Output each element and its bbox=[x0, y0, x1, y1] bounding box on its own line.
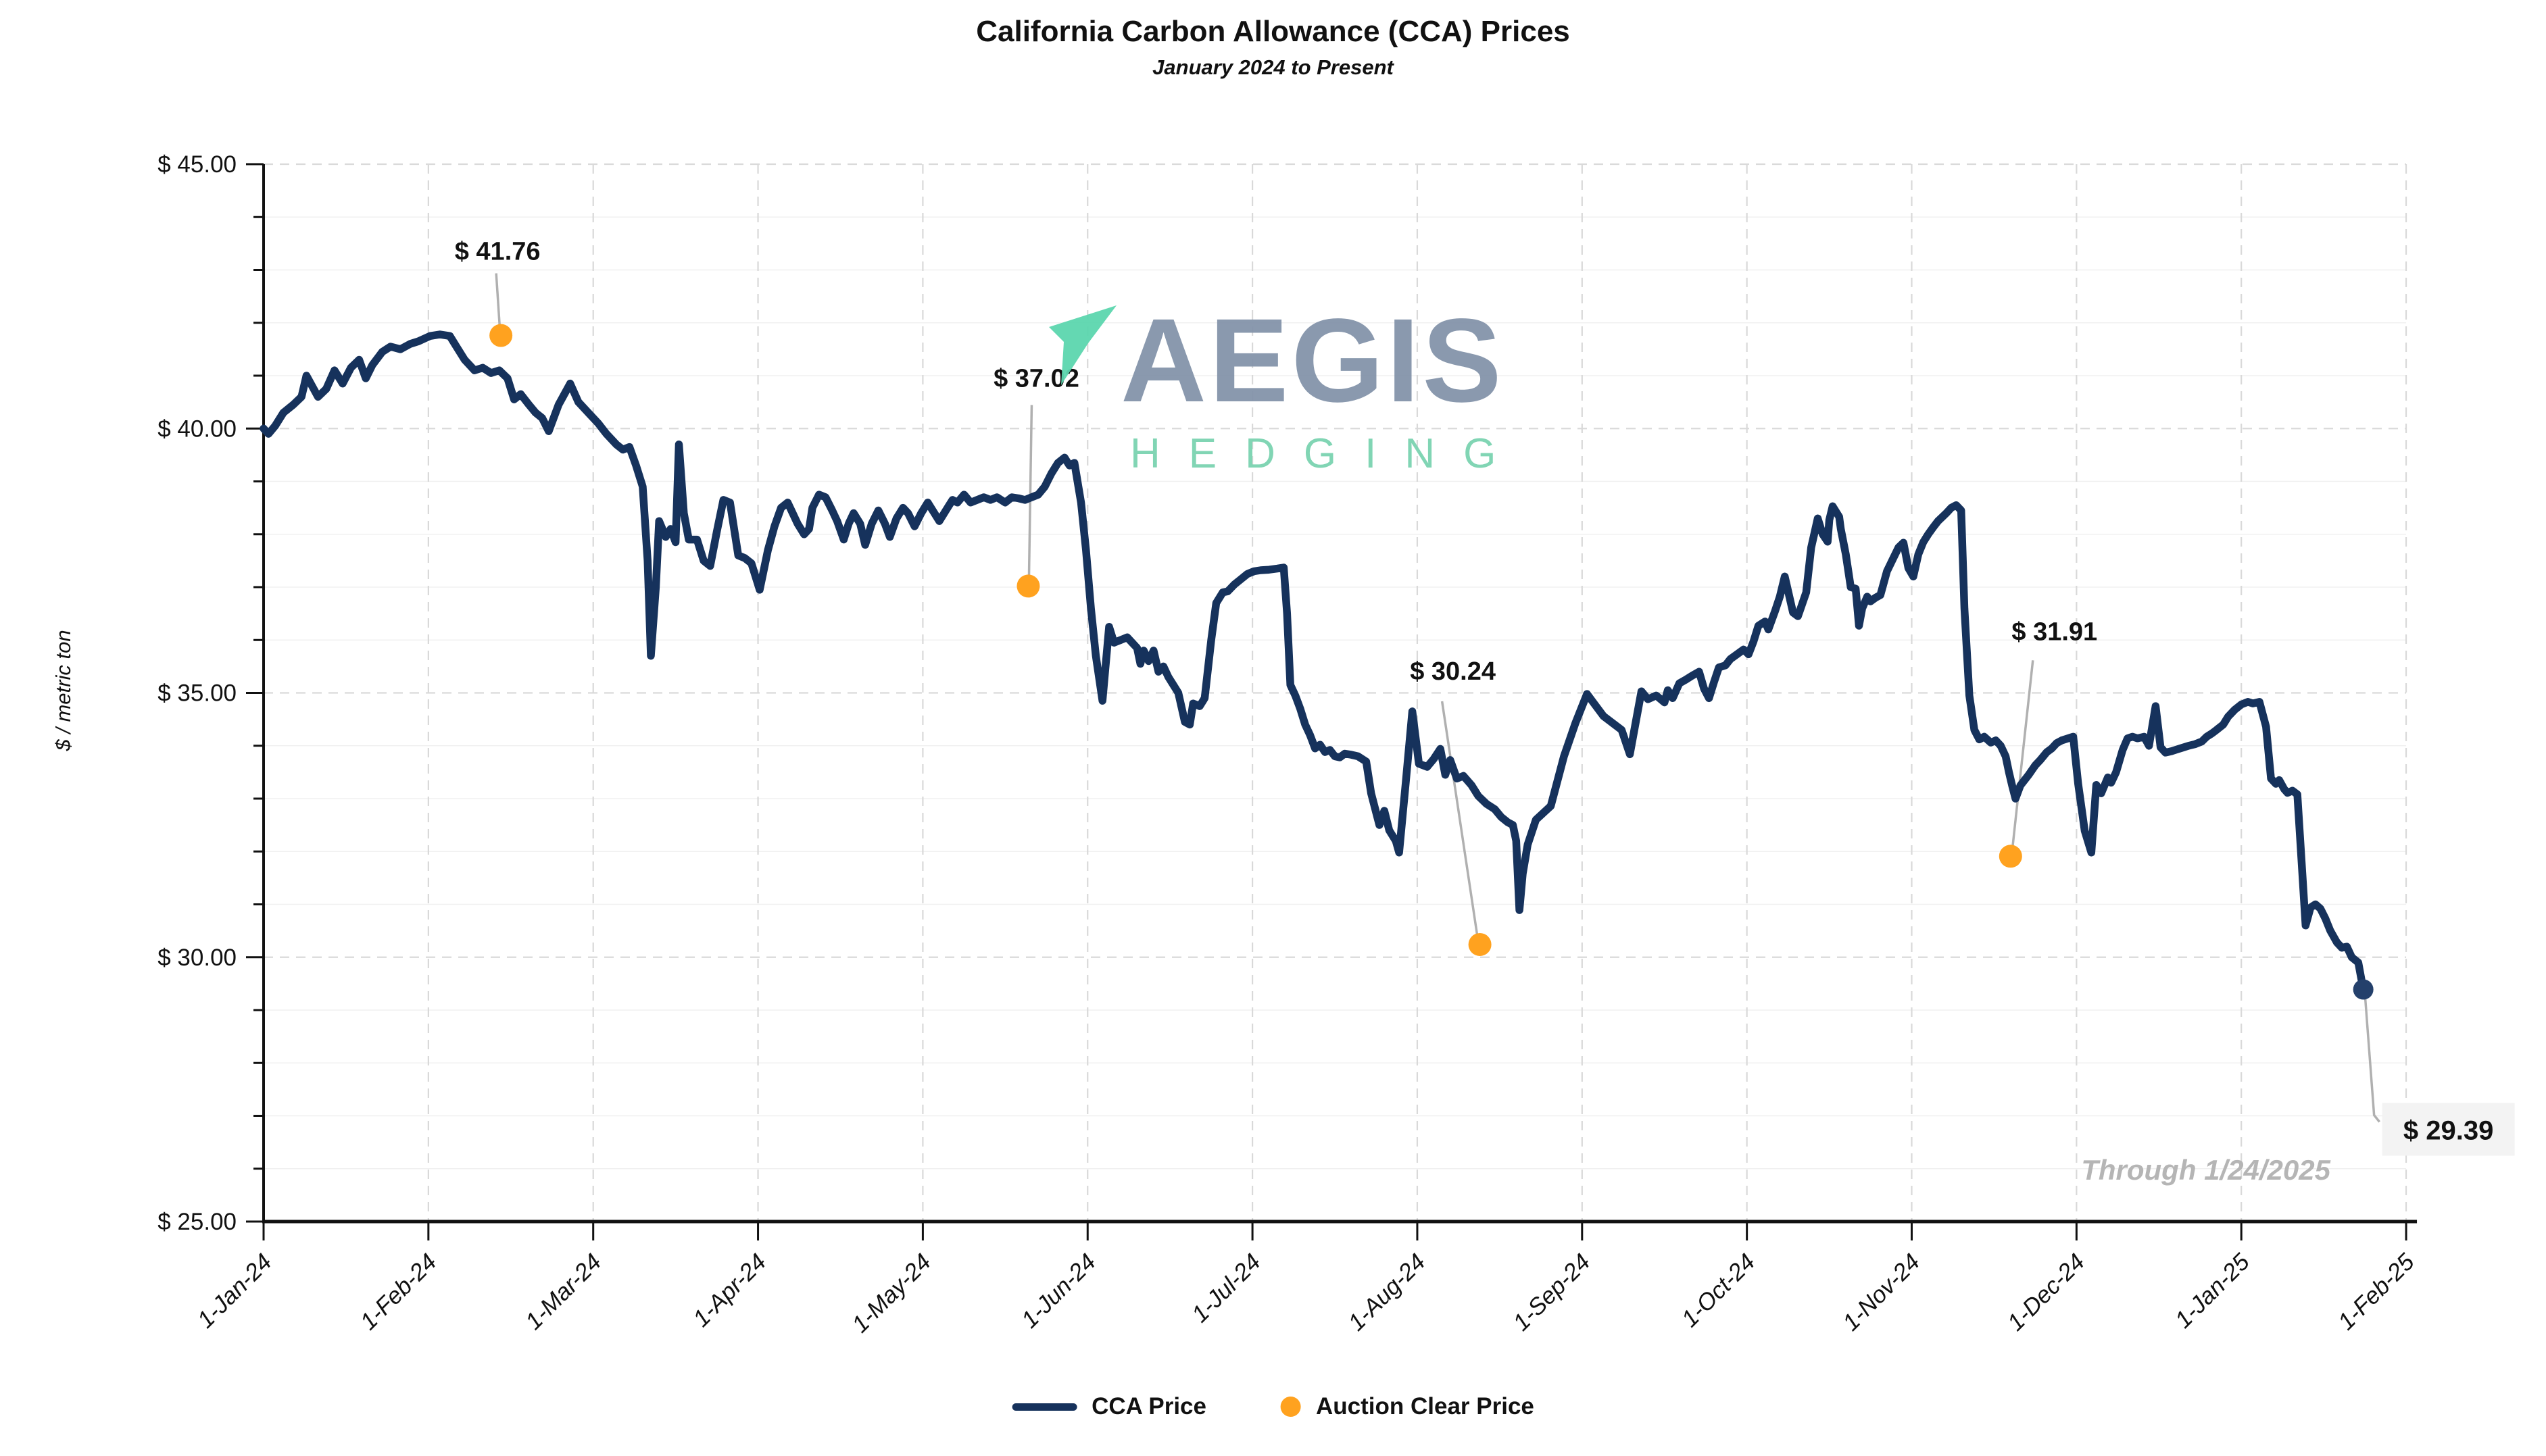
legend-item-cca-price: CCA Price bbox=[1012, 1393, 1206, 1420]
y-axis-title: $ / metric ton bbox=[51, 630, 75, 751]
last-price-dot bbox=[2353, 979, 2374, 1000]
x-axis-tick-label: 1-Jan-25 bbox=[2170, 1249, 2255, 1334]
x-axis-tick-label: 1-Jul-24 bbox=[1187, 1249, 1266, 1328]
last-point-label-box bbox=[2382, 1103, 2515, 1156]
x-axis-tick-label: 1-Jan-24 bbox=[192, 1249, 276, 1333]
auction-price-annotation: $ 41.76 bbox=[455, 238, 541, 266]
annotation-leader-line bbox=[2011, 660, 2034, 847]
auction-clear-price-dot bbox=[489, 324, 513, 347]
auction-price-annotation: $ 30.24 bbox=[1410, 657, 1496, 686]
x-axis-tick-label: 1-Oct-24 bbox=[1676, 1249, 1760, 1332]
y-axis-tick-label: $ 25.00 bbox=[157, 1209, 237, 1235]
chart-subtitle: January 2024 to Present bbox=[1152, 55, 1394, 79]
annotation-leader-line bbox=[1027, 405, 1033, 577]
x-axis-tick-label: 1-Feb-25 bbox=[2333, 1249, 2420, 1335]
last-point-leader-line bbox=[2364, 999, 2381, 1123]
last-price-annotation: $ 29.39 bbox=[2403, 1115, 2493, 1145]
legend-item-auction-clear-price: Auction Clear Price bbox=[1280, 1393, 1534, 1420]
x-axis-tick-label: 1-May-24 bbox=[847, 1249, 936, 1338]
x-axis-tick-label: 1-Nov-24 bbox=[1838, 1249, 1925, 1336]
x-axis-tick-label: 1-Apr-24 bbox=[688, 1249, 771, 1332]
annotation-leader-line bbox=[1440, 701, 1479, 936]
legend-label-cca-price: CCA Price bbox=[1092, 1393, 1206, 1420]
x-axis-tick-label: 1-Mar-24 bbox=[520, 1249, 607, 1335]
chart-title: California Carbon Allowance (CCA) Prices bbox=[976, 15, 1570, 48]
legend-label-auction-clear-price: Auction Clear Price bbox=[1315, 1393, 1534, 1420]
auction-clear-price-dot bbox=[1468, 932, 1492, 956]
x-axis-tick-label: 1-Sep-24 bbox=[1508, 1249, 1595, 1336]
y-axis-tick-label: $ 30.00 bbox=[157, 945, 237, 971]
x-axis-tick-label: 1-Jun-24 bbox=[1017, 1249, 1101, 1333]
x-axis-tick-label: 1-Feb-24 bbox=[355, 1249, 441, 1335]
y-axis-tick-label: $ 35.00 bbox=[157, 680, 237, 707]
chart-legend: CCA Price Auction Clear Price bbox=[1012, 1393, 1534, 1420]
annotation-leader-line bbox=[495, 273, 501, 325]
through-date-footnote: Through 1/24/2025 bbox=[2081, 1154, 2330, 1186]
auction-clear-price-dot-swatch bbox=[1280, 1397, 1301, 1417]
cca-price-line-swatch bbox=[1012, 1403, 1077, 1411]
cca-price-line bbox=[260, 330, 2368, 994]
x-axis-tick-label: 1-Aug-24 bbox=[1343, 1249, 1430, 1336]
auction-price-annotation: $ 37.02 bbox=[994, 364, 1079, 393]
y-axis-tick-label: $ 40.00 bbox=[157, 416, 237, 442]
y-axis-tick-label: $ 45.00 bbox=[157, 151, 237, 178]
x-axis-tick-label: 1-Dec-24 bbox=[2003, 1249, 2090, 1336]
auction-clear-price-dot bbox=[1999, 845, 2022, 868]
auction-price-annotation: $ 31.91 bbox=[2011, 618, 2097, 646]
auction-clear-price-dot bbox=[1017, 574, 1040, 598]
title-block: California Carbon Allowance (CCA) Prices… bbox=[0, 15, 2546, 80]
